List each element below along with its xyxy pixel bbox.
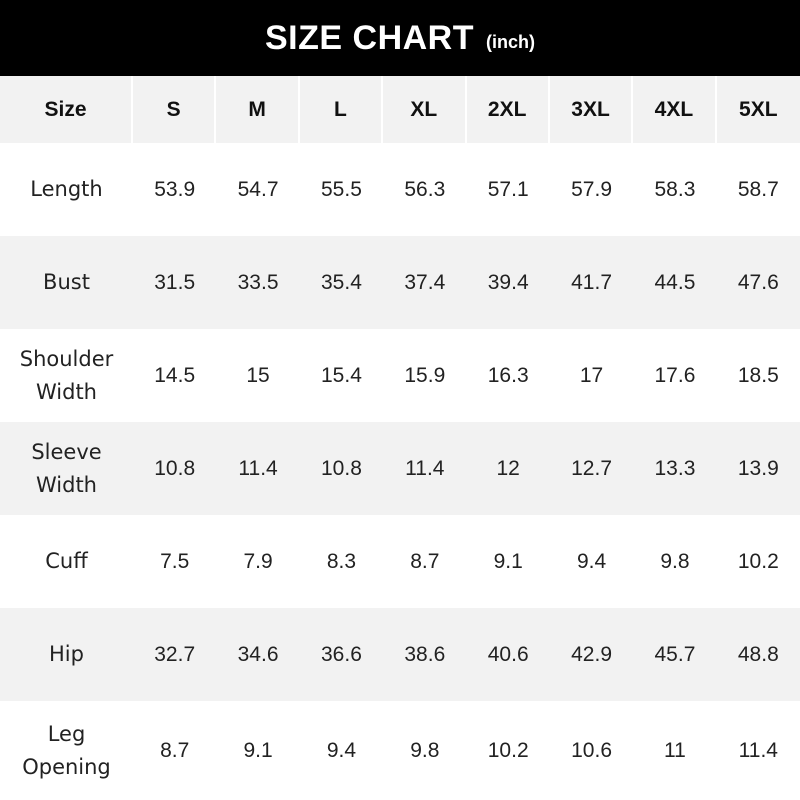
- measurement-cell: 11.4: [738, 738, 778, 762]
- measurement-cell: 32.7: [133, 608, 217, 701]
- measurement-cell: 8.7: [410, 549, 440, 573]
- measurement-cell: 33.5: [216, 236, 300, 329]
- table-row: Leg Opening 8.7 9.1 9.4 9.8 10.2 10.6 11 11.4: [0, 701, 800, 800]
- header-size-label: Size: [0, 76, 133, 143]
- measurement-cell: 11: [664, 738, 686, 762]
- measurement-cell: 14.5: [154, 363, 196, 387]
- row-label-line: Bust: [43, 270, 90, 294]
- row-label-line: Cuff: [45, 549, 88, 573]
- header-size-2xl: 2XL: [466, 76, 550, 143]
- measurement-cell: 9.4: [576, 549, 607, 573]
- row-label-line: Hip: [49, 642, 84, 666]
- measurement-cell: 57.9: [571, 177, 612, 201]
- measurement-cell: 9.1: [493, 549, 523, 573]
- measurement-cell: 57.1: [487, 177, 529, 201]
- measurement-cell: 9.8: [660, 549, 690, 573]
- row-label-line: Sleeve: [31, 439, 102, 464]
- row-label: Hip: [0, 608, 133, 701]
- measurement-cell: 11.4: [216, 422, 300, 515]
- row-label-line: Shoulder: [19, 346, 114, 371]
- table-row: Hip 32.7 34.6 36.6 38.6 40.6 42.9 45.7 48.8: [0, 608, 800, 701]
- measurement-cell: 17.6: [654, 363, 696, 387]
- header-size-m: M: [216, 76, 300, 143]
- title-text: SIZE CHART: [265, 18, 474, 57]
- measurement-cell: 10.2: [487, 738, 529, 762]
- row-label: Bust: [0, 236, 133, 329]
- measurement-cell: 37.4: [383, 236, 467, 329]
- row-label: Length: [0, 143, 133, 236]
- row-label-line: Width: [35, 472, 97, 497]
- unit-label: (inch): [486, 31, 535, 52]
- measurement-cell: 7.5: [160, 549, 190, 573]
- measurement-cell: 58.3: [654, 177, 696, 201]
- measurement-cell: 8.7: [160, 738, 190, 762]
- size-table: Size S M L XL 2XL 3XL 4XL 5XL Length 53.9 54.7 55.5…: [0, 76, 800, 800]
- row-label: Sleeve Width: [0, 422, 133, 515]
- header-size-s: S: [133, 76, 217, 143]
- measurement-cell: 44.5: [633, 236, 717, 329]
- row-label: Shoulder Width: [0, 329, 133, 422]
- measurement-cell: 15.4: [321, 363, 362, 387]
- measurement-cell: 47.6: [716, 236, 800, 329]
- measurement-cell: 38.6: [383, 608, 467, 701]
- row-label: Leg Opening: [0, 701, 133, 800]
- measurement-cell: 58.7: [737, 177, 779, 201]
- measurement-cell: 10.2: [737, 549, 779, 573]
- measurement-cell: 53.9: [154, 177, 196, 201]
- measurement-cell: 11.4: [383, 422, 467, 515]
- measurement-cell: 10.8: [133, 422, 217, 515]
- measurement-cell: 48.8: [716, 608, 800, 701]
- measurement-cell: 12: [466, 422, 550, 515]
- measurement-cell: 12.7: [549, 422, 634, 515]
- measurement-cell: 36.6: [299, 608, 384, 701]
- measurement-cell: 35.4: [299, 236, 384, 329]
- measurement-cell: 15.9: [404, 363, 446, 387]
- measurement-cell: 13.3: [633, 422, 717, 515]
- table-row: Shoulder Width 14.5 15 15.4 15.9 16.3 17 17.6 18.…: [0, 329, 800, 422]
- measurement-cell: 42.9: [549, 608, 634, 701]
- header-size-l: L: [299, 76, 384, 143]
- table-row: Bust 31.5 33.5 35.4 37.4 39.4 41.7 44.5 47.6: [0, 236, 800, 329]
- measurement-cell: 16.3: [487, 363, 529, 387]
- measurement-cell: 17: [579, 363, 604, 387]
- header-size-3xl: 3XL: [549, 76, 634, 143]
- measurement-cell: 7.9: [243, 549, 273, 573]
- row-label-line: Width: [35, 379, 97, 404]
- measurement-cell: 15: [246, 363, 270, 387]
- measurement-cell: 55.5: [321, 177, 362, 201]
- measurement-cell: 54.7: [237, 177, 279, 201]
- measurement-cell: 9.4: [326, 738, 357, 762]
- measurement-cell: 31.5: [133, 236, 217, 329]
- measurement-cell: 39.4: [466, 236, 550, 329]
- measurement-cell: 8.3: [326, 549, 357, 573]
- measurement-cell: 45.7: [633, 608, 717, 701]
- table-row: Cuff 7.5 7.9 8.3 8.7 9.1 9.4 9.8 10.2: [0, 515, 800, 608]
- table-row: Length 53.9 54.7 55.5 56.3 57.1 57.9 58.3 58.7: [0, 143, 800, 236]
- header-size-xl: XL: [383, 76, 467, 143]
- measurement-cell: 10.8: [299, 422, 384, 515]
- measurement-cell: 13.9: [716, 422, 800, 515]
- table-row: Sleeve Width 10.8 11.4 10.8 11.4 12 12.7 13.3 13.…: [0, 422, 800, 515]
- header-size-4xl: 4XL: [633, 76, 717, 143]
- measurement-cell: 34.6: [216, 608, 300, 701]
- measurement-cell: 41.7: [549, 236, 634, 329]
- row-label-line: Opening: [22, 754, 111, 779]
- measurement-cell: 9.1: [243, 738, 273, 762]
- measurement-cell: 40.6: [466, 608, 550, 701]
- measurement-cell: 56.3: [404, 177, 446, 201]
- header-size-5xl: 5XL: [716, 76, 800, 143]
- row-label-line: Leg: [47, 721, 86, 746]
- size-chart-title: SIZE CHART (inch): [0, 0, 800, 76]
- row-label-line: Length: [30, 177, 103, 201]
- header-row: Size S M L XL 2XL 3XL 4XL 5XL: [0, 76, 800, 143]
- measurement-cell: 18.5: [737, 363, 779, 387]
- measurement-cell: 9.8: [410, 738, 440, 762]
- measurement-cell: 10.6: [571, 738, 612, 762]
- row-label: Cuff: [0, 515, 133, 608]
